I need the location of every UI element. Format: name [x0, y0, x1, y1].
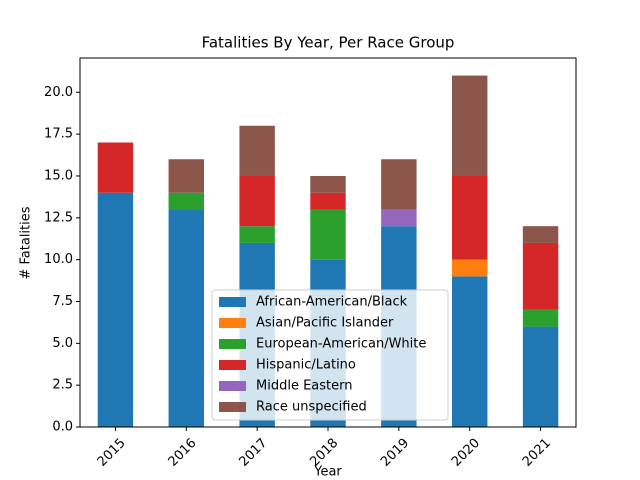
bar-segment [452, 259, 488, 277]
legend-swatch [219, 360, 246, 370]
bar-segment [381, 209, 417, 227]
legend-label: European-American/White [256, 337, 426, 352]
bar-segment [168, 209, 204, 427]
legend-label: Middle Eastern [256, 379, 352, 394]
bar-segment [239, 125, 275, 176]
bar-segment [452, 175, 488, 260]
x-tick-label: 2016 [166, 436, 200, 470]
bar-segment [310, 209, 346, 260]
x-tick-label: 2015 [95, 436, 129, 470]
bar-segment [452, 75, 488, 176]
legend-label: Hispanic/Latino [256, 358, 356, 373]
x-tick-label: 2017 [236, 436, 270, 470]
bar-segment [522, 226, 559, 243]
chart-title: Fatalities By Year, Per Race Group [202, 34, 455, 52]
legend-swatch [219, 339, 246, 349]
y-tick-label: 15.0 [44, 168, 73, 183]
bar-segment [522, 242, 559, 310]
bar-segment [522, 309, 559, 327]
bar-segment [168, 159, 204, 193]
bar-segment [97, 142, 134, 193]
x-tick-label: 2021 [520, 436, 554, 470]
y-tick-label: 5.0 [52, 336, 73, 351]
y-axis-label: # Fatalities [19, 206, 34, 279]
bar-segment [310, 175, 346, 193]
bar-segment [239, 226, 275, 243]
y-tick-label: 0.0 [52, 420, 73, 435]
bar-segment [168, 192, 204, 210]
x-tick-label: 2020 [449, 436, 483, 470]
y-tick-label: 7.5 [52, 294, 73, 309]
x-tick-label: 2019 [378, 436, 412, 470]
x-axis-label: Year [313, 465, 342, 480]
legend-label: Race unspecified [256, 400, 367, 415]
plot-frame [79, 57, 577, 428]
legend-swatch [219, 402, 246, 412]
y-tick-label: 10.0 [44, 252, 73, 267]
legend-box [211, 289, 449, 421]
legend-swatch [219, 381, 246, 391]
bar-segment [522, 326, 559, 427]
bar-segment [239, 175, 275, 227]
bar-segment [381, 159, 417, 210]
legend-label: Asian/Pacific Islander [256, 316, 394, 331]
bar-segment [452, 276, 488, 427]
y-tick-label: 12.5 [44, 210, 73, 225]
legend-swatch [219, 318, 246, 328]
y-tick-label: 17.5 [44, 127, 73, 142]
bar-segment [310, 192, 346, 210]
y-tick-label: 2.5 [52, 378, 73, 393]
legend-label: African-American/Black [256, 295, 408, 310]
y-tick-label: 20.0 [44, 85, 73, 100]
bar-segment [97, 192, 134, 427]
legend-swatch [219, 297, 246, 307]
